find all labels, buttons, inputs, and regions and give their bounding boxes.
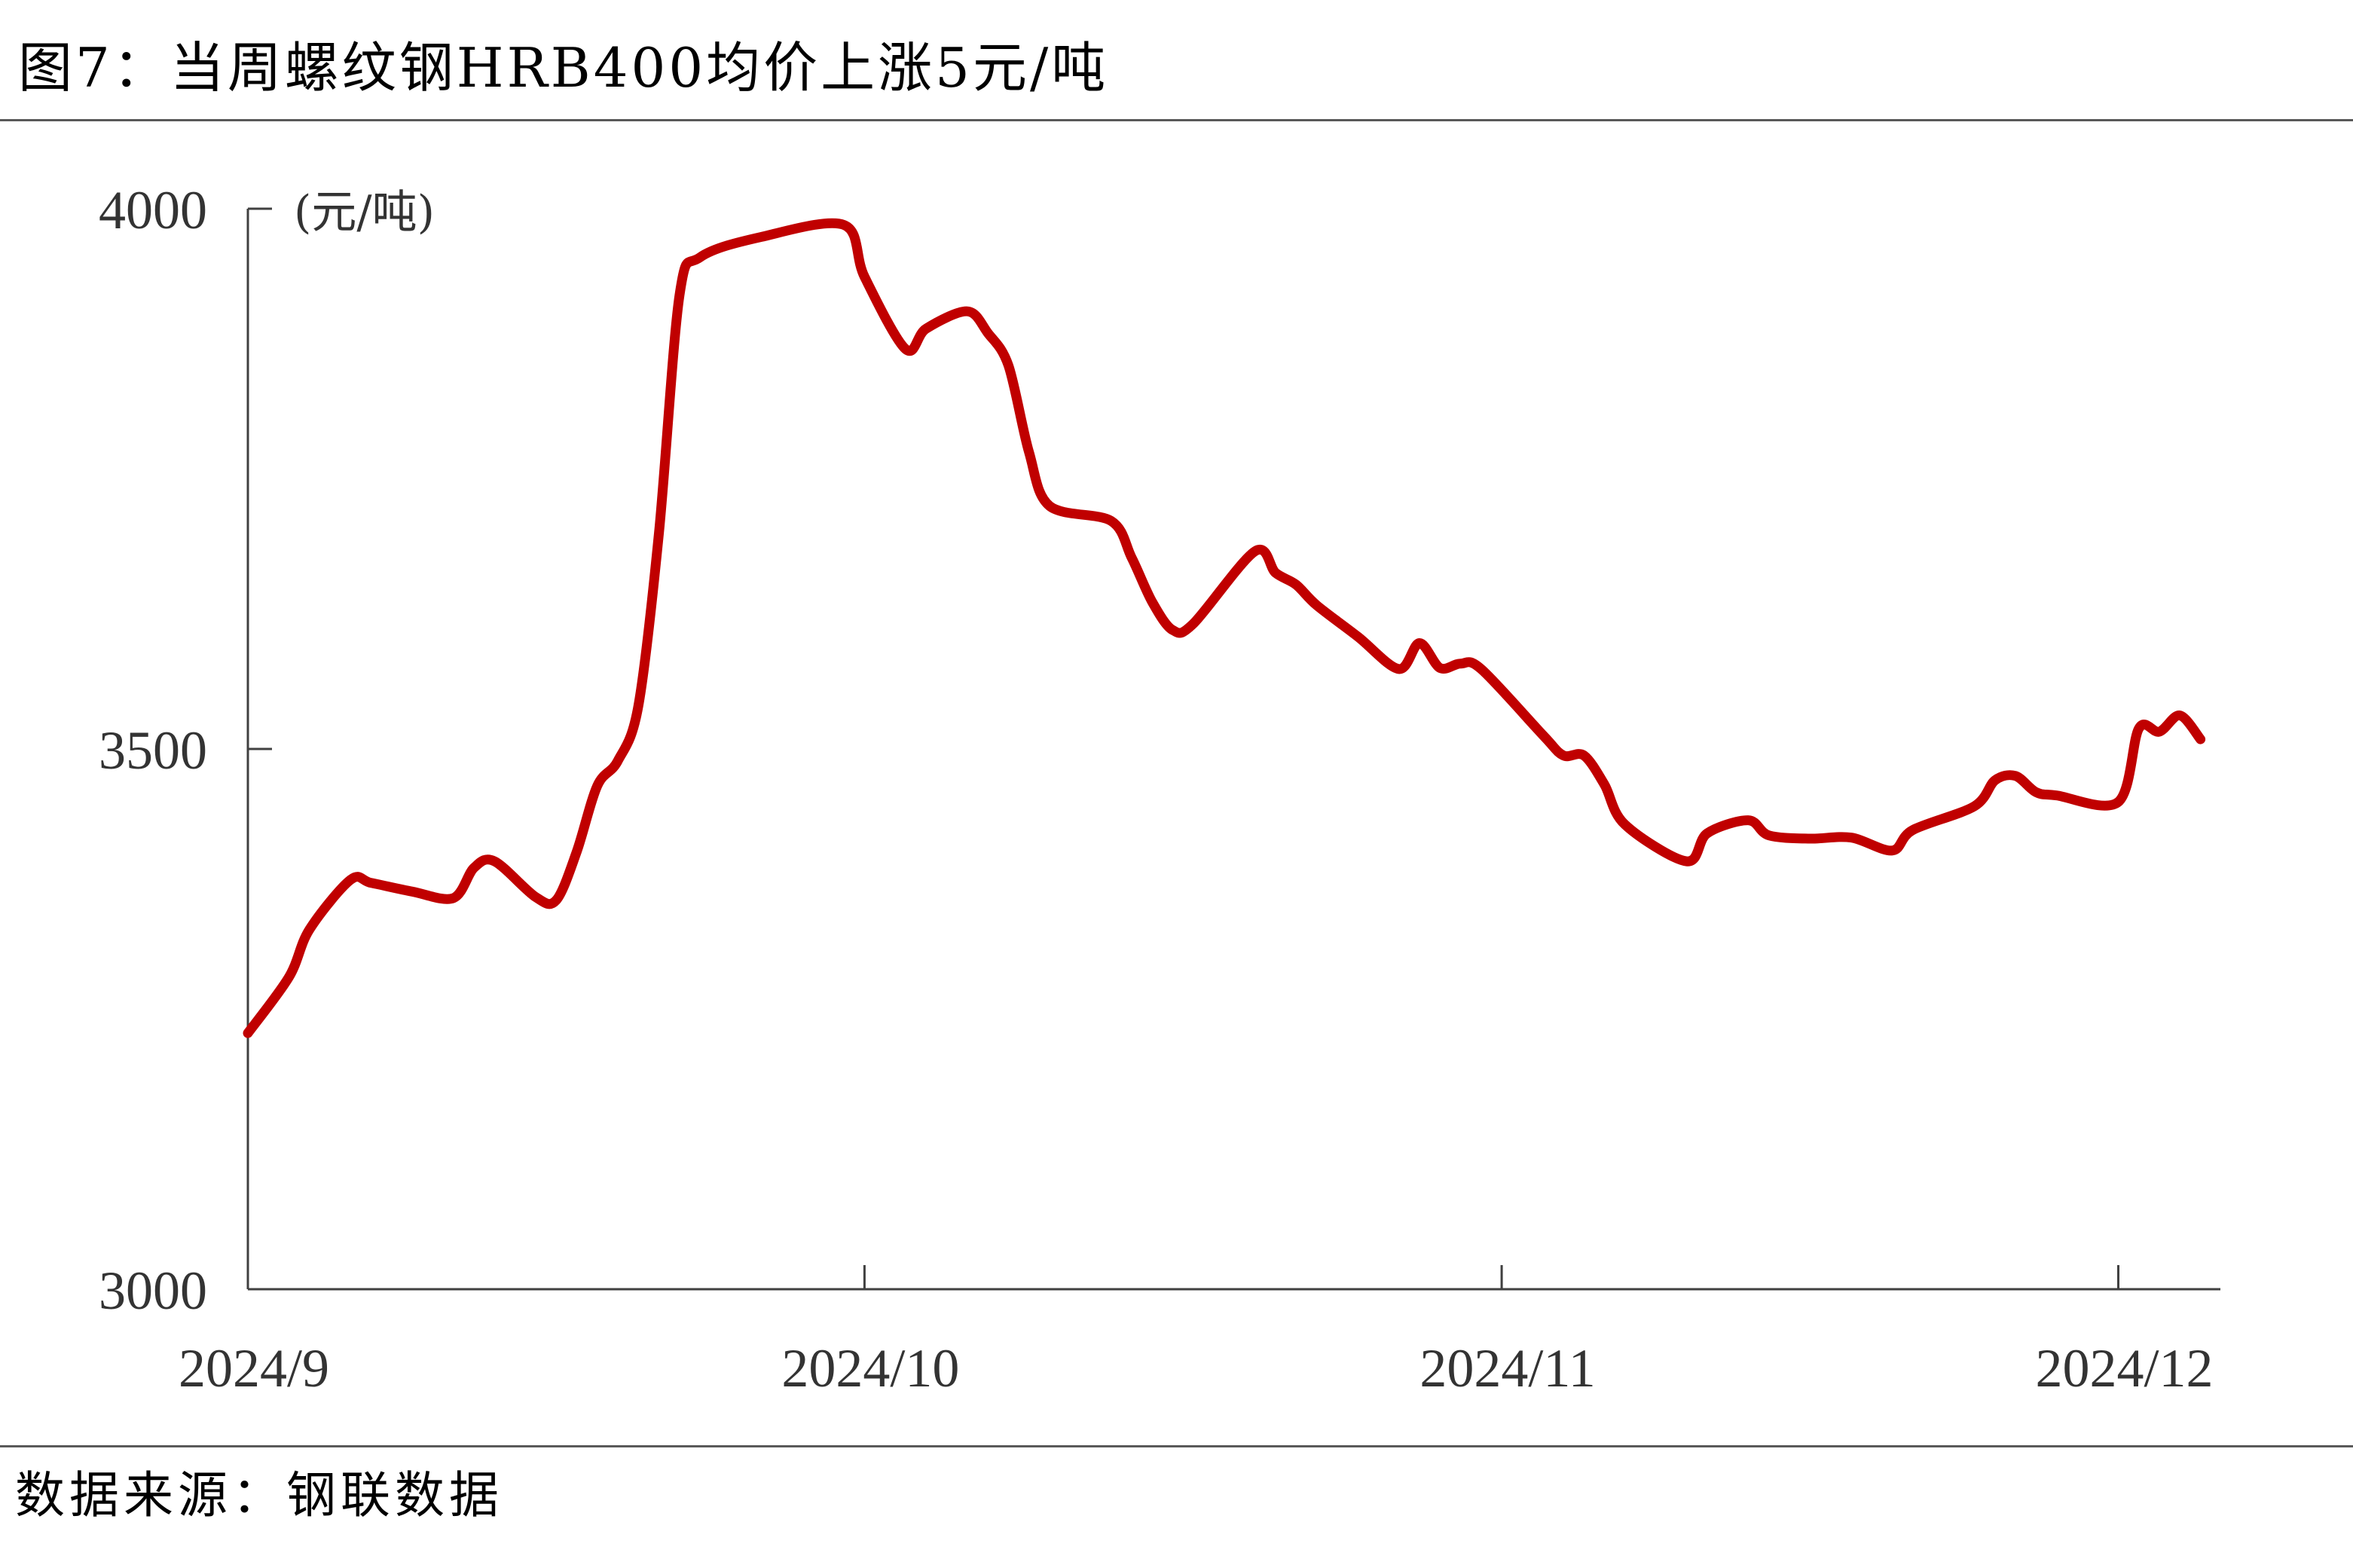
x-tick-label: 2024/9: [179, 1338, 329, 1398]
chart-title: 图7：当周螺纹钢HRB400均价上涨5元/吨: [18, 36, 1109, 99]
data-source-note: 数据来源：钢联数据: [15, 1466, 503, 1524]
title-divider: [0, 119, 2353, 121]
source-divider: [0, 1445, 2353, 1447]
x-axis-ticks: 2024/9 2024/10 2024/11 2024/12: [179, 1265, 2213, 1398]
y-tick-label: 3000: [99, 1261, 207, 1321]
y-tick-label: 3500: [99, 720, 207, 781]
price-line: [243, 218, 2206, 1038]
x-tick-label: 2024/10: [781, 1338, 959, 1398]
x-tick-label: 2024/12: [2035, 1338, 2213, 1398]
axes: [246, 209, 2220, 1291]
y-tick-label: 4000: [99, 180, 207, 240]
y-axis-unit-label: (元/吨): [294, 186, 435, 239]
y-axis-ticks: 3000 3500 4000: [99, 180, 272, 1321]
x-tick-label: 2024/11: [1419, 1338, 1595, 1398]
